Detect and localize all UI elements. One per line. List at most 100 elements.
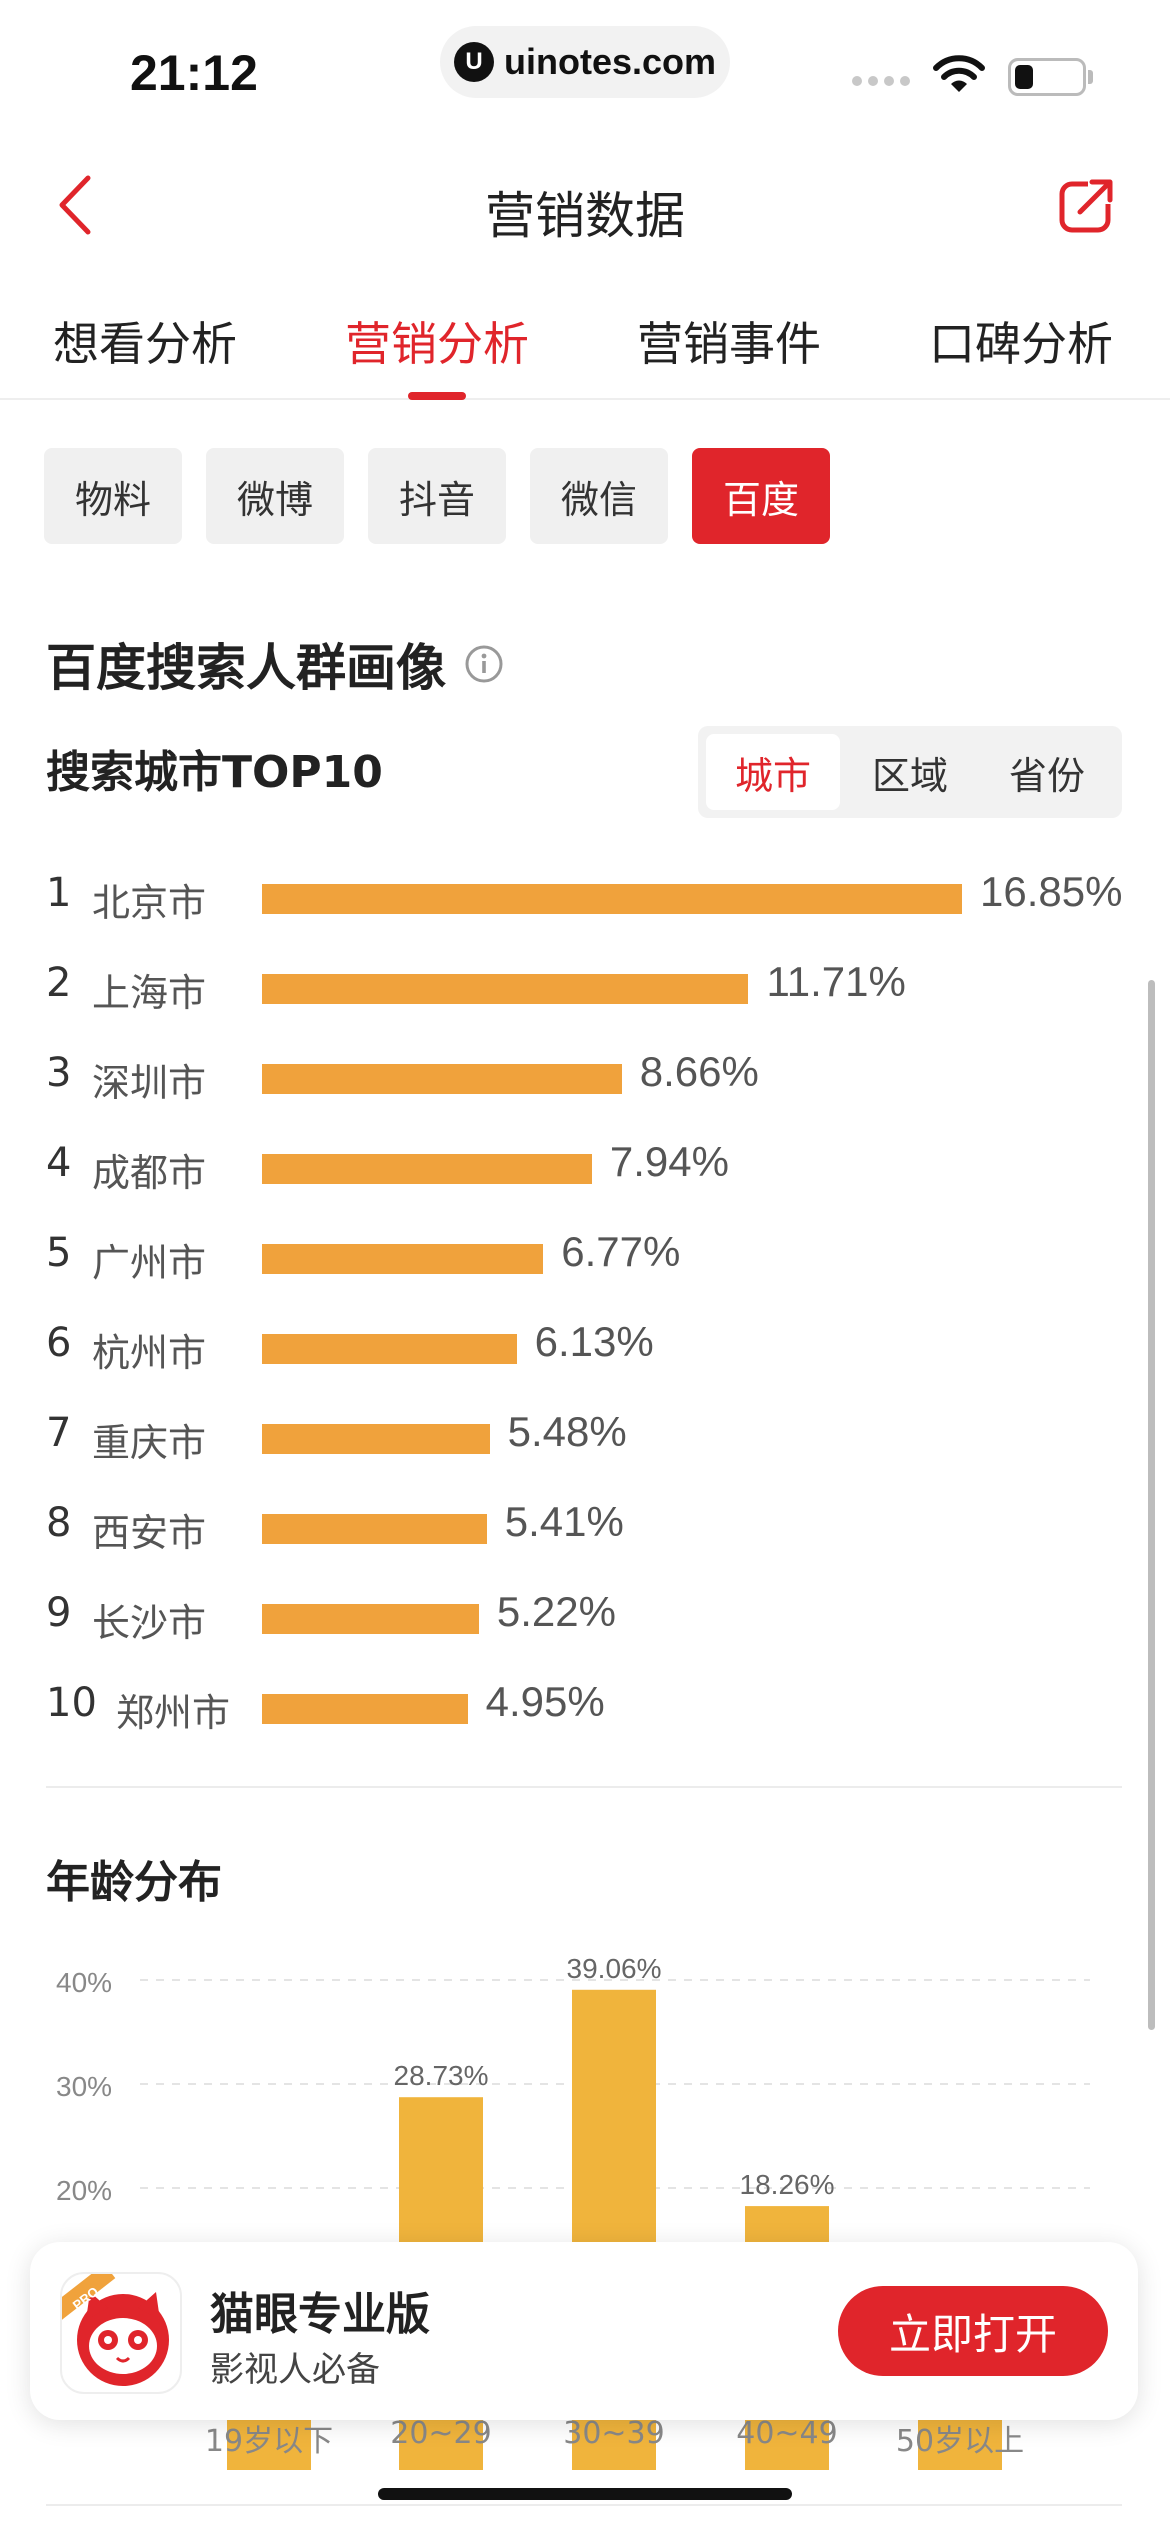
open-app-button[interactable]: 立即打开 <box>838 2286 1108 2376</box>
chip-materials[interactable]: 物料 <box>44 448 182 544</box>
section-title: 百度搜索人群画像 <box>46 628 504 700</box>
age-bar-value: 18.26% <box>740 2169 835 2200</box>
chevron-left-icon[interactable] <box>52 172 98 238</box>
app-open-banner[interactable]: PRO 猫眼专业版 影视人必备 立即打开 <box>30 2242 1138 2420</box>
app-icon: PRO <box>60 2272 182 2394</box>
city-name: 杭州市 <box>92 1331 207 1375</box>
city-name: 长沙市 <box>92 1601 207 1645</box>
url-text: uinotes.com <box>504 41 717 82</box>
tab-marketing-events[interactable]: 营销事件 <box>637 317 821 371</box>
analysis-tabs: 想看分析 营销分析 营销事件 口碑分析 <box>0 300 1170 400</box>
source-chips: 物料 微博 抖音 微信 百度 <box>44 448 830 544</box>
city-share-value: 5.48% <box>507 1408 627 1455</box>
segment-city[interactable]: 城市 <box>706 734 840 810</box>
city-rank-row: 9 长沙市 5.22% <box>0 1578 1170 1668</box>
cat-logo-icon: PRO <box>62 2274 169 2386</box>
url-pill[interactable]: U uinotes.com <box>440 26 730 98</box>
city-rank-row: 10 郑州市 4.95% <box>0 1668 1170 1758</box>
city-rank-row: 3 深圳市 8.66% <box>0 1038 1170 1128</box>
city-share-value: 5.22% <box>496 1588 616 1635</box>
age-x-tick-label: 40~49 <box>736 2416 838 2451</box>
rank-number: 5 <box>46 1230 72 1276</box>
nav-bar: 营销数据 <box>0 150 1170 260</box>
city-share-value: 11.71% <box>766 958 906 1005</box>
segment-region[interactable]: 区域 <box>871 753 948 798</box>
wifi-icon <box>933 55 985 92</box>
rank-number: 8 <box>46 1500 72 1546</box>
section-divider <box>46 1786 1122 1788</box>
site-logo-icon: U <box>454 42 494 82</box>
city-rank-row: 2 上海市 11.71% <box>0 948 1170 1038</box>
city-name: 广州市 <box>92 1241 207 1285</box>
age-y-tick-label: 20% <box>56 2175 112 2206</box>
status-bar: 21:12 U uinotes.com <box>0 0 1170 130</box>
age-y-tick-label: 40% <box>56 1967 112 1998</box>
city-name: 成都市 <box>92 1151 207 1195</box>
chip-wechat[interactable]: 微信 <box>530 448 668 544</box>
tab-want-to-see[interactable]: 想看分析 <box>53 317 237 371</box>
rank-number: 2 <box>46 960 72 1006</box>
info-icon[interactable] <box>464 644 504 684</box>
city-share-value: 6.77% <box>561 1228 681 1275</box>
age-bar-value: 39.06% <box>567 1953 662 1984</box>
age-x-tick-label: 19岁以下 <box>204 2424 334 2459</box>
city-share-bar <box>262 1154 592 1184</box>
tab-active-indicator <box>408 392 466 400</box>
city-name: 北京市 <box>92 881 207 925</box>
city-share-bar <box>262 1424 490 1454</box>
rank-number: 4 <box>46 1140 72 1186</box>
city-share-value: 5.41% <box>504 1498 624 1545</box>
city-share-value: 8.66% <box>639 1048 759 1095</box>
age-x-tick-label: 20~29 <box>390 2416 492 2451</box>
age-x-tick-label: 50岁以上 <box>895 2424 1025 2459</box>
rank-number: 1 <box>46 870 72 916</box>
city-rank-row: 5 广州市 6.77% <box>0 1218 1170 1308</box>
tab-word-of-mouth[interactable]: 口碑分析 <box>929 317 1113 371</box>
city-share-value: 7.94% <box>609 1138 729 1185</box>
app-name: 猫眼专业版 <box>210 2289 430 2340</box>
city-name: 上海市 <box>92 971 207 1015</box>
chip-baidu[interactable]: 百度 <box>692 448 830 544</box>
city-rank-row: 4 成都市 7.94% <box>0 1128 1170 1218</box>
chip-weibo[interactable]: 微博 <box>206 448 344 544</box>
rank-number: 9 <box>46 1590 72 1636</box>
city-share-bar <box>262 1604 479 1634</box>
chip-douyin[interactable]: 抖音 <box>368 448 506 544</box>
city-share-bar <box>262 884 962 914</box>
battery-icon <box>1008 58 1086 96</box>
age-x-tick-label: 30~39 <box>563 2416 665 2451</box>
age-distribution-title: 年龄分布 <box>46 1857 222 1908</box>
app-slogan: 影视人必备 <box>210 2350 380 2390</box>
city-rank-row: 8 西安市 5.41% <box>0 1488 1170 1578</box>
city-name: 西安市 <box>92 1511 207 1555</box>
home-indicator <box>378 2488 792 2500</box>
city-share-bar <box>262 1064 622 1094</box>
city-share-bar <box>262 1514 487 1544</box>
city-name: 深圳市 <box>92 1061 207 1105</box>
bottom-divider <box>46 2504 1122 2506</box>
city-share-bar <box>262 1694 468 1724</box>
rank-number: 10 <box>46 1680 97 1726</box>
scrollbar-thumb[interactable] <box>1148 980 1155 2030</box>
rank-number: 6 <box>46 1320 72 1366</box>
battery-tip <box>1088 70 1093 84</box>
page-title: 营销数据 <box>485 187 685 245</box>
city-share-bar <box>262 974 749 1004</box>
city-rank-row: 6 杭州市 6.13% <box>0 1308 1170 1398</box>
city-share-value: 16.85% <box>980 868 1123 915</box>
rank-number: 7 <box>46 1410 72 1456</box>
segment-province[interactable]: 省份 <box>1008 753 1085 798</box>
rank-number: 3 <box>46 1050 72 1096</box>
city-share-bar <box>262 1334 517 1364</box>
section-title-text: 百度搜索人群画像 <box>46 639 446 697</box>
age-bar-value: 28.73% <box>394 2060 489 2091</box>
status-time: 21:12 <box>130 45 258 101</box>
city-name: 重庆市 <box>92 1421 207 1465</box>
region-segmented-control: 城市 区域 省份 <box>698 726 1122 818</box>
city-rank-row: 7 重庆市 5.48% <box>0 1398 1170 1488</box>
city-top10-title: 搜索城市TOP10 <box>46 747 383 798</box>
city-name: 郑州市 <box>116 1691 231 1735</box>
share-icon[interactable] <box>1058 176 1116 234</box>
cellular-signal-icon <box>852 76 910 86</box>
tab-marketing-analysis[interactable]: 营销分析 <box>345 317 529 371</box>
